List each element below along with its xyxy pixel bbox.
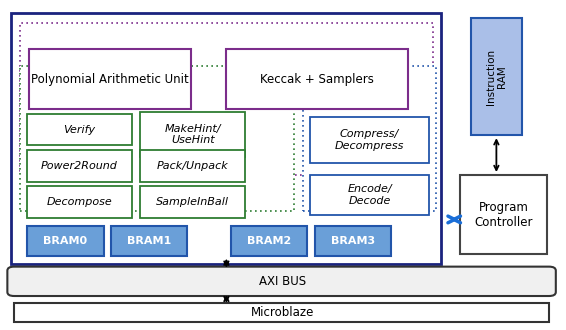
Text: Instruction
RAM: Instruction RAM (486, 49, 507, 105)
Bar (20, 66, 294, 211)
Text: Encode/
Decode: Encode/ Decode (348, 184, 392, 206)
Bar (27, 226, 104, 256)
Text: BRAM0: BRAM0 (44, 236, 87, 246)
Bar (140, 150, 245, 182)
Bar (29, 50, 191, 109)
Bar (471, 18, 522, 135)
Text: BRAM1: BRAM1 (127, 236, 171, 246)
Text: Program
Controller: Program Controller (474, 201, 533, 228)
Text: Power2Round: Power2Round (41, 161, 118, 171)
Bar (310, 117, 429, 163)
Text: BRAM2: BRAM2 (247, 236, 291, 246)
Bar (310, 175, 429, 214)
Bar (14, 303, 549, 322)
Bar (27, 150, 132, 182)
Text: Keccak + Samplers: Keccak + Samplers (260, 73, 374, 86)
Text: Pack/Unpack: Pack/Unpack (157, 161, 229, 171)
Bar (231, 226, 307, 256)
Text: Verify: Verify (63, 124, 96, 135)
Bar (140, 186, 245, 218)
Text: AXI BUS: AXI BUS (259, 275, 307, 288)
Text: Polynomial Arithmetic Unit: Polynomial Arithmetic Unit (31, 73, 189, 86)
Text: Decompose: Decompose (46, 197, 113, 207)
Bar (27, 186, 132, 218)
Bar (226, 50, 408, 109)
Text: Microblaze: Microblaze (251, 306, 315, 319)
Text: SampleInBall: SampleInBall (156, 197, 229, 207)
Bar (460, 175, 547, 254)
Text: BRAM3: BRAM3 (331, 236, 375, 246)
Bar (140, 112, 245, 157)
Text: Compress/
Decompress: Compress/ Decompress (335, 129, 404, 151)
Bar (315, 226, 391, 256)
FancyBboxPatch shape (7, 267, 556, 296)
Bar (303, 66, 436, 211)
Bar (20, 23, 433, 175)
Bar (27, 114, 132, 145)
Text: MakeHint/
UseHint: MakeHint/ UseHint (165, 124, 221, 145)
Bar (111, 226, 187, 256)
Bar (11, 13, 441, 264)
